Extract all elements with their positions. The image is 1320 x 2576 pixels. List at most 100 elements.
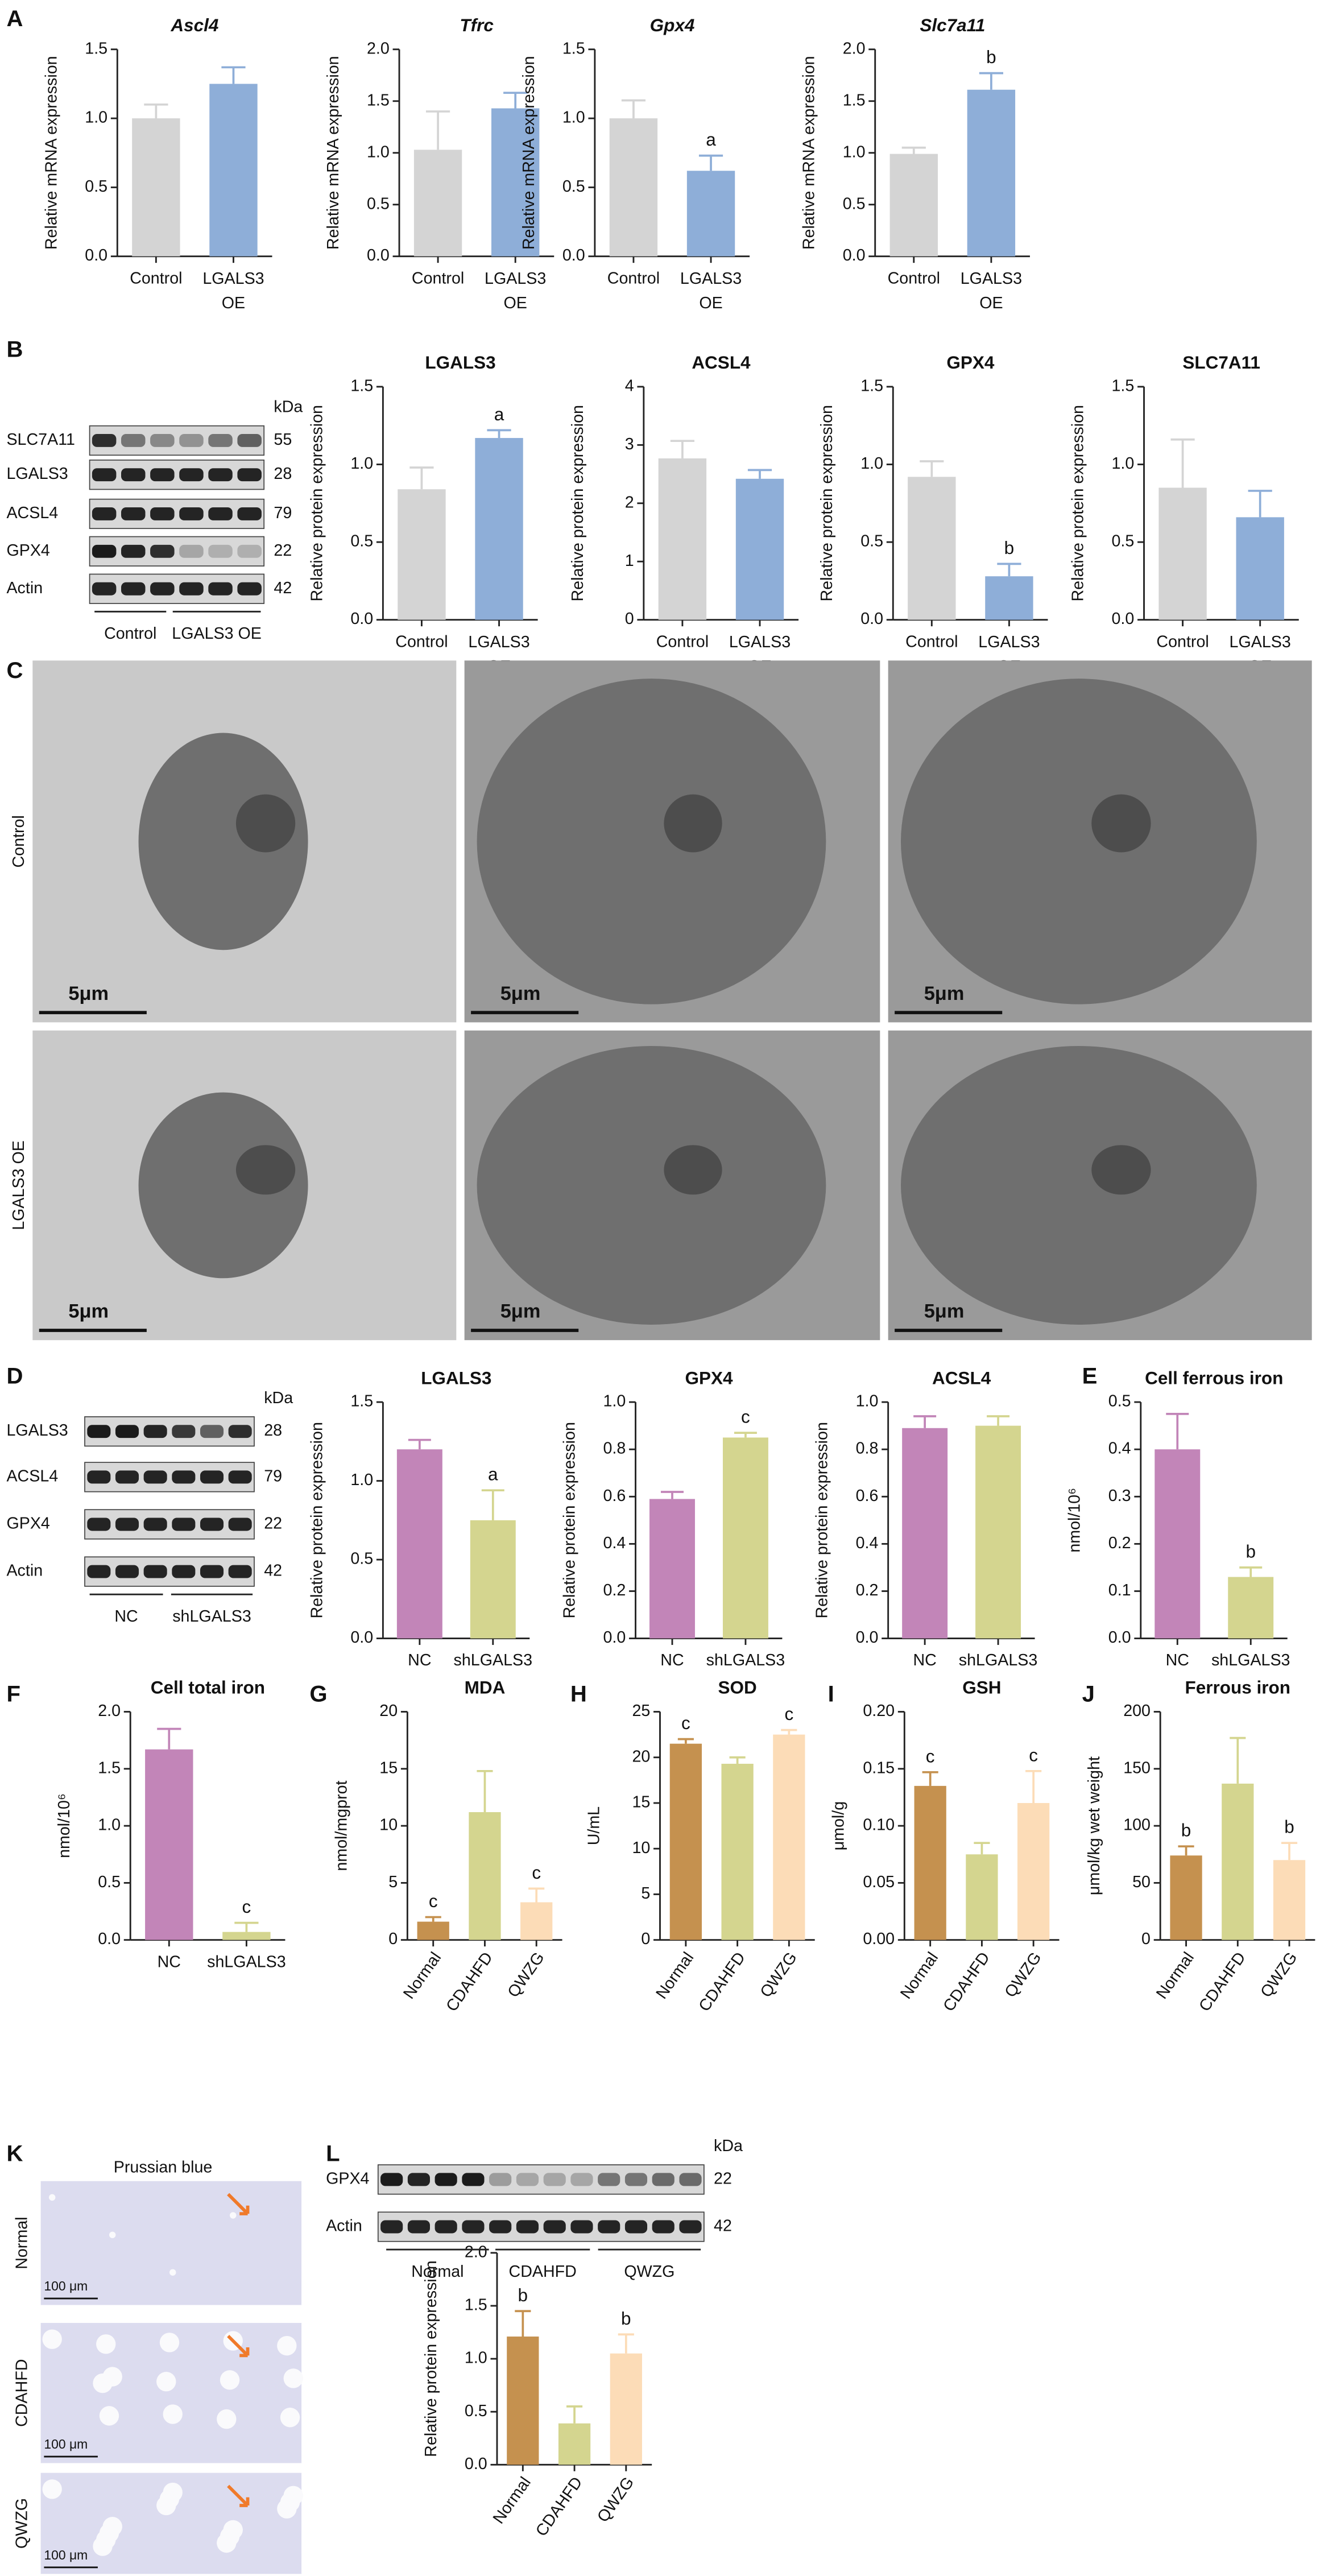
blot-band [92,468,117,482]
y-tick-label: 5 [641,1884,650,1903]
blot-unit: kDa [274,398,303,416]
blot-kda: 28 [274,465,292,483]
blot-row-label: Actin [6,1562,43,1580]
blot-band [121,544,146,558]
blot-band [237,544,262,558]
blot-band [208,468,233,482]
cell [138,733,308,950]
fat-droplet [48,2194,56,2201]
fat-droplet [277,2335,297,2356]
blot-band [598,2220,620,2234]
histology-row-label: Normal [13,2217,31,2269]
x-tick-label: Control [395,632,448,651]
x-tick-label: QWZG [1001,1949,1045,2000]
y-tick-label: 2.0 [98,1702,121,1720]
significance-label: c [741,1407,750,1427]
bar [610,2353,642,2465]
bar [735,478,784,620]
bar [889,154,938,257]
significance-label: c [926,1746,935,1766]
y-tick-label: 2.0 [843,39,866,57]
blot-unit: kDa [264,1389,293,1407]
x-tick-label: QWZG [1257,1949,1301,2000]
blot-band [237,468,262,482]
y-tick-label: 0.5 [860,532,883,551]
blot-band [179,507,204,520]
blot-band [150,582,175,596]
blot-strip [89,536,265,567]
y-tick-label: 1.5 [350,377,373,395]
y-tick-label: 0.15 [863,1759,895,1777]
fat-droplet [93,2536,113,2556]
panel-letter: E [1082,1364,1098,1389]
y-tick-label: 0.5 [350,1550,373,1568]
blot-band [115,1518,139,1531]
blot-kda: 42 [274,579,292,597]
fat-droplet [280,2408,300,2428]
y-tick-label: 0 [1141,1930,1151,1948]
bar [413,150,462,257]
y-tick-label: 1.0 [350,454,373,473]
blot-band [143,1470,167,1484]
chart-title: Cell total iron [151,1677,265,1698]
y-tick-label: 25 [632,1702,650,1720]
y-tick-label: 0.8 [603,1440,626,1458]
scale-bar-label: 5μm [68,983,109,1004]
cell [901,1045,1257,1325]
y-tick-label: 0.05 [863,1873,895,1891]
arrow [227,2334,250,2358]
bar [145,1749,193,1940]
y-axis-label: Relative protein expression [560,1422,578,1618]
blot-unit: kDa [714,2137,743,2155]
y-tick-label: 4 [625,377,634,395]
y-tick-label: 5 [388,1873,398,1891]
blot-band [435,2220,457,2234]
panel-letter: F [6,1681,20,1706]
significance-label: c [429,1891,438,1911]
y-tick-label: 0.0 [603,1628,626,1647]
histology-image [40,2181,302,2305]
y-tick-label: 1.5 [85,39,107,57]
scale-bar-label: 5μm [500,1301,541,1322]
y-tick-label: 1.0 [85,109,107,127]
blot-band [179,468,204,482]
cell [901,679,1257,1004]
bar [475,438,523,620]
cell [477,679,826,1004]
blot-band [92,544,117,558]
micrograph-row-label: Control [10,815,28,867]
y-tick-label: 0 [625,610,634,628]
y-tick-label: 0.3 [1108,1487,1131,1505]
significance-label: b [1284,1817,1294,1837]
bar [417,1921,449,1940]
y-axis-label: Relative protein expression [308,405,326,601]
chart-title: SLC7A11 [1182,352,1260,373]
y-tick-label: 0.5 [367,195,390,213]
y-axis-label: Relative mRNA expression [42,56,60,250]
y-axis-label: nmol/10⁶ [1066,1488,1084,1553]
blot-group-label: Normal [411,2263,464,2281]
bar [470,1520,516,1639]
y-tick-label: 10 [379,1816,398,1834]
x-tick-label: NC [408,1651,431,1669]
y-axis-label: Relative protein expression [308,1422,326,1618]
y-tick-label: 2.0 [367,39,390,57]
y-tick-label: 1.0 [562,109,585,127]
chart-title: LGALS3 [421,1367,491,1388]
x-tick-label: Normal [652,1949,697,2002]
significance-label: b [1181,1820,1191,1841]
blot-band [407,2220,430,2234]
scale-bar-label: 5μm [68,1301,109,1322]
fat-droplet [96,2334,116,2354]
blot-band [208,582,233,596]
blot-band [570,2173,593,2186]
significance-label: b [621,2308,631,2329]
bar [520,1902,553,1940]
y-tick-label: 3 [625,435,634,453]
blot-band [172,1565,196,1578]
y-tick-label: 0.5 [1108,1392,1131,1411]
fat-droplet [169,2269,176,2276]
blot-kda: 79 [264,1467,282,1485]
bar [902,1428,948,1639]
